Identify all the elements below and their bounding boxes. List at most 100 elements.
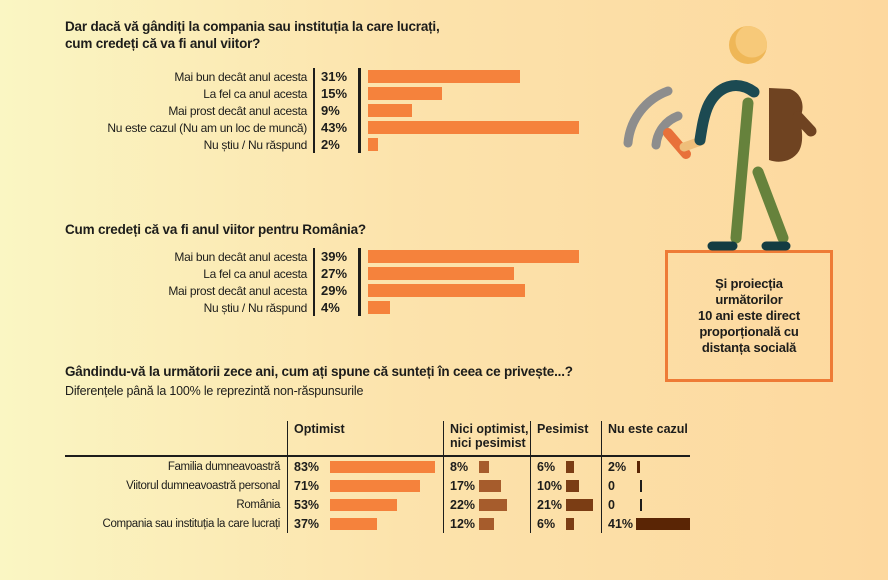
table-cell-c1: 83% (287, 457, 443, 476)
bar (368, 138, 378, 151)
bar (368, 267, 514, 280)
table-cell-c2: 12% (443, 514, 530, 533)
table-header-row: Optimist Nici optimist, nici pesimist Pe… (65, 421, 690, 457)
walking-person-illustration (623, 26, 817, 251)
chart-row-bar-area (358, 68, 655, 85)
chart-row-value: 31% (313, 68, 358, 85)
bar (566, 460, 574, 473)
question-subtitle-ten-years: Diferențele până la 100% le reprezintă n… (65, 384, 364, 398)
chart-row: La fel ca anul acesta 27% (65, 265, 655, 282)
bar (330, 479, 420, 492)
table-cell-c4: 0 (601, 495, 690, 514)
bar (479, 479, 501, 492)
table-row: Viitorul dumneavoastră personal 71% 17% 10%… (65, 476, 690, 495)
bar (635, 517, 690, 530)
table-cell-c3: 21% (530, 495, 601, 514)
table-row: Compania sau instituția la care lucrați 3… (65, 514, 690, 533)
ten-years-table: Optimist Nici optimist, nici pesimist Pe… (65, 421, 690, 533)
cell-value: 10% (537, 478, 563, 493)
bar (330, 517, 377, 530)
cell-value: 41% (608, 516, 634, 531)
person-head (729, 26, 767, 64)
cell-value: 21% (537, 497, 563, 512)
cell-value: 2% (608, 459, 627, 474)
chart-row: Mai bun decât anul acesta 31% (65, 68, 655, 85)
cell-value: 37% (294, 516, 320, 531)
cell-value: 83% (294, 459, 320, 474)
company-bar-chart: Mai bun decât anul acesta 31% La fel ca an… (65, 68, 655, 153)
chart-row-value: 9% (313, 102, 358, 119)
chart-row-value: 29% (313, 282, 358, 299)
chart-row-value: 4% (313, 299, 358, 316)
chart-row-bar-area (358, 282, 655, 299)
cell-value: 0 (608, 478, 615, 493)
chart-row: Mai prost decât anul acesta 9% (65, 102, 655, 119)
bar (330, 498, 397, 511)
table-cell-c2: 17% (443, 476, 530, 495)
bar (566, 498, 593, 511)
bar (479, 460, 489, 473)
table-row-label: România (236, 498, 280, 511)
chart-row-label: Nu este cazul (Nu am un loc de muncă) (107, 120, 307, 135)
table-cell-c3: 6% (530, 514, 601, 533)
bar (368, 87, 442, 100)
header-spacer (65, 421, 287, 455)
column-header-pesimist: Pesimist (530, 421, 601, 455)
table-cell-c3: 6% (530, 457, 601, 476)
romania-bar-chart: Mai bun decât anul acesta 39% La fel ca an… (65, 248, 655, 316)
chart-row: Nu știu / Nu răspund 2% (65, 136, 655, 153)
cell-value: 6% (537, 516, 556, 531)
chart-row-label: Mai bun decât anul acesta (174, 69, 307, 84)
chart-row: Mai bun decât anul acesta 39% (65, 248, 655, 265)
cell-value: 6% (537, 459, 556, 474)
person-legs (730, 97, 789, 244)
question-title-company: Dar dacă vă gândiți la compania sau inst… (65, 19, 440, 51)
chart-row-value: 27% (313, 265, 358, 282)
chart-row-value: 15% (313, 85, 358, 102)
chart-row-label: Mai bun decât anul acesta (174, 249, 307, 264)
question-title-romania: Cum credeți că va fi anul viitor pentru … (65, 222, 366, 237)
bar (368, 250, 579, 263)
column-header-nu-este-cazul: Nu este cazul (601, 421, 690, 455)
table-cell-c1: 53% (287, 495, 443, 514)
chart-row-bar-area (358, 119, 655, 136)
chart-row: Nu știu / Nu răspund 4% (65, 299, 655, 316)
backpack-icon (769, 88, 817, 162)
chart-row-value: 2% (313, 136, 358, 153)
table-row: România 53% 22% 21% 0 (65, 495, 690, 514)
bar (330, 460, 435, 473)
chart-row-bar-area (358, 299, 655, 316)
chart-row-bar-area (358, 265, 655, 282)
bar (368, 284, 525, 297)
callout-box: Și proiecția următorilor 10 ani este dir… (665, 250, 833, 382)
question-title-ten-years: Gândindu-vă la următorii zece ani, cum a… (65, 364, 573, 379)
table-row-label: Familia dumneavoastră (167, 460, 281, 473)
table-row-label: Viitorul dumneavoastră personal (126, 479, 280, 492)
cell-value: 12% (450, 516, 476, 531)
chart-row-label: Mai prost decât anul acesta (168, 103, 307, 118)
chart-row-bar-area (358, 136, 655, 153)
cell-value: 22% (450, 497, 476, 512)
chart-row: Nu este cazul (Nu am un loc de muncă) 43% (65, 119, 655, 136)
chart-row-bar-area (358, 248, 655, 265)
chart-row: La fel ca anul acesta 15% (65, 85, 655, 102)
chart-row-label: La fel ca anul acesta (203, 86, 307, 101)
bar (637, 460, 640, 473)
callout-text: Și proiecția următorilor 10 ani este dir… (698, 276, 800, 355)
table-cell-c4: 0 (601, 476, 690, 495)
cell-value: 17% (450, 478, 476, 493)
bar (368, 121, 579, 134)
bar (479, 498, 507, 511)
chart-row-label: Nu știu / Nu răspund (203, 300, 308, 315)
bar (566, 517, 574, 530)
cell-value: 53% (294, 497, 320, 512)
bar (368, 70, 520, 83)
wifi-signal-icon (623, 86, 683, 150)
cell-value: 71% (294, 478, 320, 493)
bar (566, 479, 579, 492)
table-cell-c3: 10% (530, 476, 601, 495)
table-cell-c2: 22% (443, 495, 530, 514)
chart-row: Mai prost decât anul acesta 29% (65, 282, 655, 299)
cell-value: 8% (450, 459, 469, 474)
column-header-nici-optimist: Nici optimist, nici pesimist (443, 421, 530, 455)
